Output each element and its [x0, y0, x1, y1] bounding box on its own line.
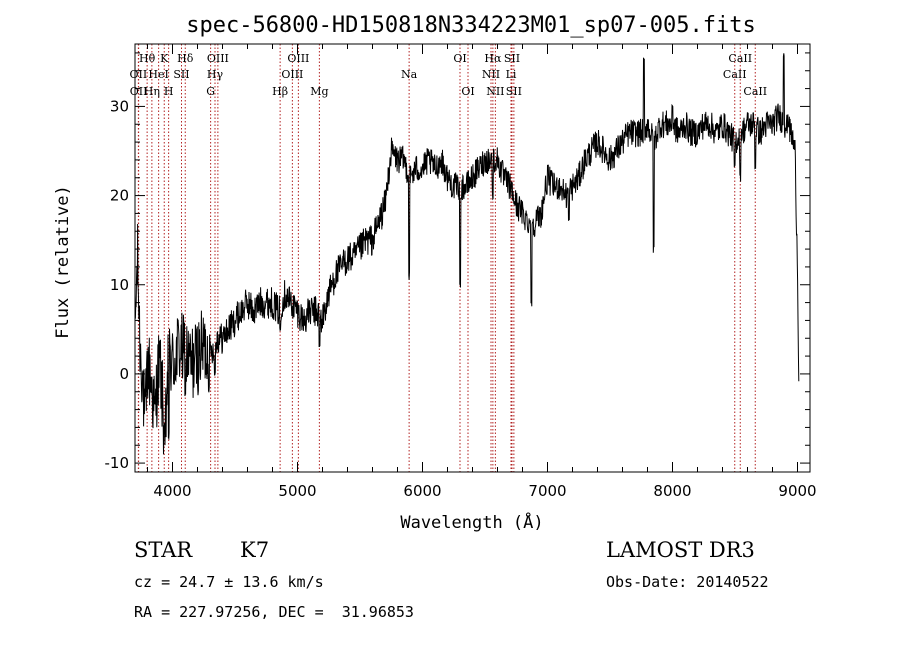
y-tick-label: -10 [105, 454, 130, 472]
x-tick-label: 9000 [778, 482, 816, 500]
survey-name: LAMOST DR3 [606, 538, 755, 562]
spectral-line-label: OI [461, 85, 474, 98]
spectral-line-label: Mg [310, 85, 328, 98]
spectral-line-label: Hδ [177, 52, 194, 65]
spectral-line-label: SII [173, 68, 189, 81]
spectral-line-label: CaII [743, 85, 767, 98]
object-class: STAR [134, 538, 193, 562]
y-tick-label: 20 [110, 187, 129, 205]
x-tick-label: 8000 [653, 482, 691, 500]
spectral-line-label: Hη [144, 85, 160, 98]
spectral-line-label: Li [506, 68, 517, 81]
spectral-line-label: NII [486, 85, 504, 98]
spectral-line-label: SII [506, 85, 522, 98]
spectral-line-label: OIII [207, 52, 229, 65]
spectral-line-label: Hγ [207, 68, 224, 81]
spectral-line-label: K [160, 52, 169, 65]
spectral-line-label: OIII [287, 52, 309, 65]
spectral-line-label: OII [130, 68, 148, 81]
spectral-line-label: Na [401, 68, 418, 81]
spectral-line-label: HeI [148, 68, 168, 81]
chart-title: spec-56800-HD150818N334223M01_sp07-005.f… [186, 13, 756, 38]
spectral-line-label: G [206, 85, 215, 98]
y-axis-ticks: -10 0 10 20 30 [105, 52, 810, 472]
spectral-line-label: NII [482, 68, 500, 81]
x-tick-label: 5000 [278, 482, 316, 500]
spectral-line-label: CaII [723, 68, 747, 81]
object-subclass: K7 [240, 538, 270, 562]
plot-frame [134, 43, 811, 473]
observation-date: Obs-Date: 20140522 [606, 573, 769, 591]
y-tick-label: 10 [110, 276, 129, 294]
y-tick-label: 0 [119, 365, 129, 383]
spectral-line-label: Hθ [139, 52, 156, 65]
y-tick-label: 30 [110, 97, 129, 115]
spectral-line-markers [137, 44, 756, 472]
spectral-line-label: SII [504, 52, 520, 65]
spectral-line-label: H [164, 85, 174, 98]
spectral-line-label: CaII [728, 52, 752, 65]
spectral-line-label: OI [453, 52, 466, 65]
spectral-line-label: Hα [484, 52, 502, 65]
redshift-value: cz = 24.7 ± 13.6 km/s [134, 573, 324, 591]
x-tick-label: 4000 [153, 482, 191, 500]
x-tick-label: 7000 [528, 482, 566, 500]
spectrum-line [134, 53, 800, 455]
spectral-line-label: OIII [281, 68, 303, 81]
x-axis-label: Wavelength (Å) [400, 511, 543, 533]
spectral-line-label: OII [130, 85, 148, 98]
x-axis-ticks: 4000 5000 6000 7000 8000 9000 [147, 44, 817, 500]
coordinates: RA = 227.97256, DEC = 31.96853 [134, 603, 414, 621]
x-tick-label: 6000 [403, 482, 441, 500]
spectral-line-label: Hβ [272, 85, 288, 98]
y-axis-label: Flux (relative) [53, 185, 73, 339]
